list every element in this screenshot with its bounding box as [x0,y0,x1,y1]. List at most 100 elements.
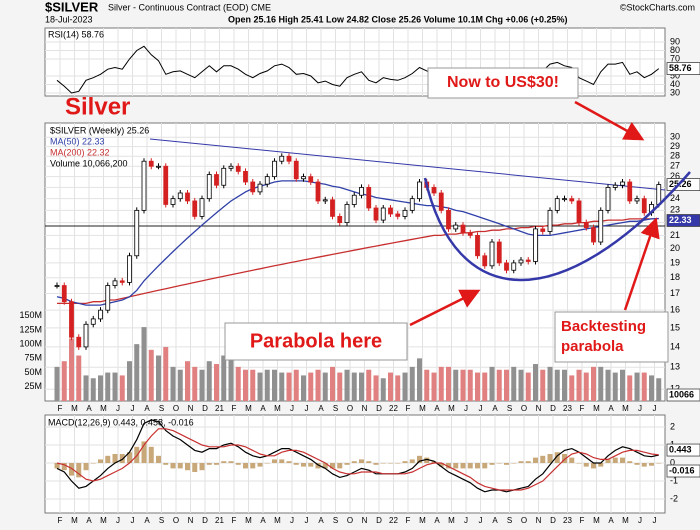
volume-bar [105,372,111,401]
x-tick-label: D [376,516,382,525]
volume-bar [221,355,227,401]
candle [156,165,161,168]
x-tick-label: J [653,404,657,413]
x-tick-label: F [58,516,63,525]
macd-histogram [264,463,270,464]
macd-histogram [301,463,306,467]
candle [351,194,357,205]
x-tick-label: A [492,516,498,525]
candle [460,224,466,234]
candle [554,198,560,211]
macd-histogram [69,463,74,476]
y-tick-label: 19 [670,257,680,267]
y-tick-label: 2 [670,421,675,431]
candle [228,165,234,169]
parabola-note: Parabola here [250,330,382,352]
volume-bar [206,361,212,401]
value-box-label: 0.443 [669,444,692,454]
candle [221,167,227,186]
y-tick-label: 27 [670,161,680,171]
arrow [574,100,645,141]
y-tick-label: 15 [670,322,680,332]
symbol: $SILVER [45,0,99,14]
macd-histogram [431,461,437,464]
candle [359,187,364,196]
x-tick-label: J [464,404,468,413]
x-tick-label: O [521,516,527,525]
macd-histogram [141,441,147,464]
candle [61,285,67,303]
x-tick-label: A [86,516,92,525]
candle [620,181,625,186]
volume-bar [634,372,640,401]
legend-entry: MA(200) 22.32 [50,147,110,157]
macd-histogram [257,463,263,467]
macd-histogram [540,455,546,464]
x-tick-label: N [536,516,542,525]
x-tick-label: A [144,404,150,413]
x-tick-label: 22 [389,516,398,525]
macd-label: MACD(12,26,9) 0.443, 0.458, -0.016 [48,417,194,427]
candle [482,255,488,267]
rsi-label: RSI(14) 58.76 [48,29,104,39]
volume-bar [467,369,473,401]
x-tick-label: O [173,404,179,413]
x-tick-label: J [290,516,294,525]
macd-histogram [583,463,589,467]
macd-histogram [605,459,611,464]
candle [562,198,567,201]
x-tick-label: A [608,516,614,525]
volume-bar [511,366,517,401]
candle [591,227,596,243]
x-tick-label: D [550,404,556,413]
x-tick-label: A [260,404,266,413]
candle [373,207,379,221]
x-tick-label: 21 [215,516,224,525]
macd-histogram [467,463,473,469]
x-tick-label: M [419,516,426,525]
volume-bar [598,366,604,401]
volume-bar [293,369,299,401]
macd-histogram [446,463,451,469]
volume-bar [90,378,96,401]
volume-tick-label: 50M [24,367,42,377]
macd-histogram [366,461,372,464]
x-tick-label: F [58,404,63,413]
volume-bar [322,372,328,401]
x-tick-label: S [507,404,512,413]
volume-bar [489,366,495,401]
x-tick-label: F [406,516,411,525]
rsi-line [56,45,660,94]
backtest-note: parabola [561,338,624,355]
volume-bar [301,375,306,401]
candle [417,181,422,200]
volume-bar [83,375,89,401]
candle [533,228,538,262]
y-tick-label: 26 [670,171,680,181]
volume-bar [243,369,248,401]
macd-histogram [156,455,161,464]
candle [518,259,524,264]
macd-histogram [598,463,604,467]
y-tick-label: -1 [670,475,678,485]
value-box [666,388,700,402]
candle [98,309,103,320]
candle [54,285,60,287]
volume-bar [540,369,546,401]
y-tick-label: 14 [670,341,680,351]
legend-entry: MA(50) 22.33 [50,136,105,146]
value-box-label: 22.33 [669,215,692,225]
macd-histogram [612,457,618,464]
macd-histogram [119,454,125,464]
y-tick-label: 30 [670,87,680,97]
note-box [554,311,669,363]
volume-bar [569,375,575,401]
candle [540,228,546,232]
macd-histogram [235,463,241,465]
volume-bar [69,338,74,401]
volume-bar [591,366,596,401]
y-tick-label: 13 [670,362,680,372]
candle [388,207,393,215]
macd-histogram [279,459,285,464]
